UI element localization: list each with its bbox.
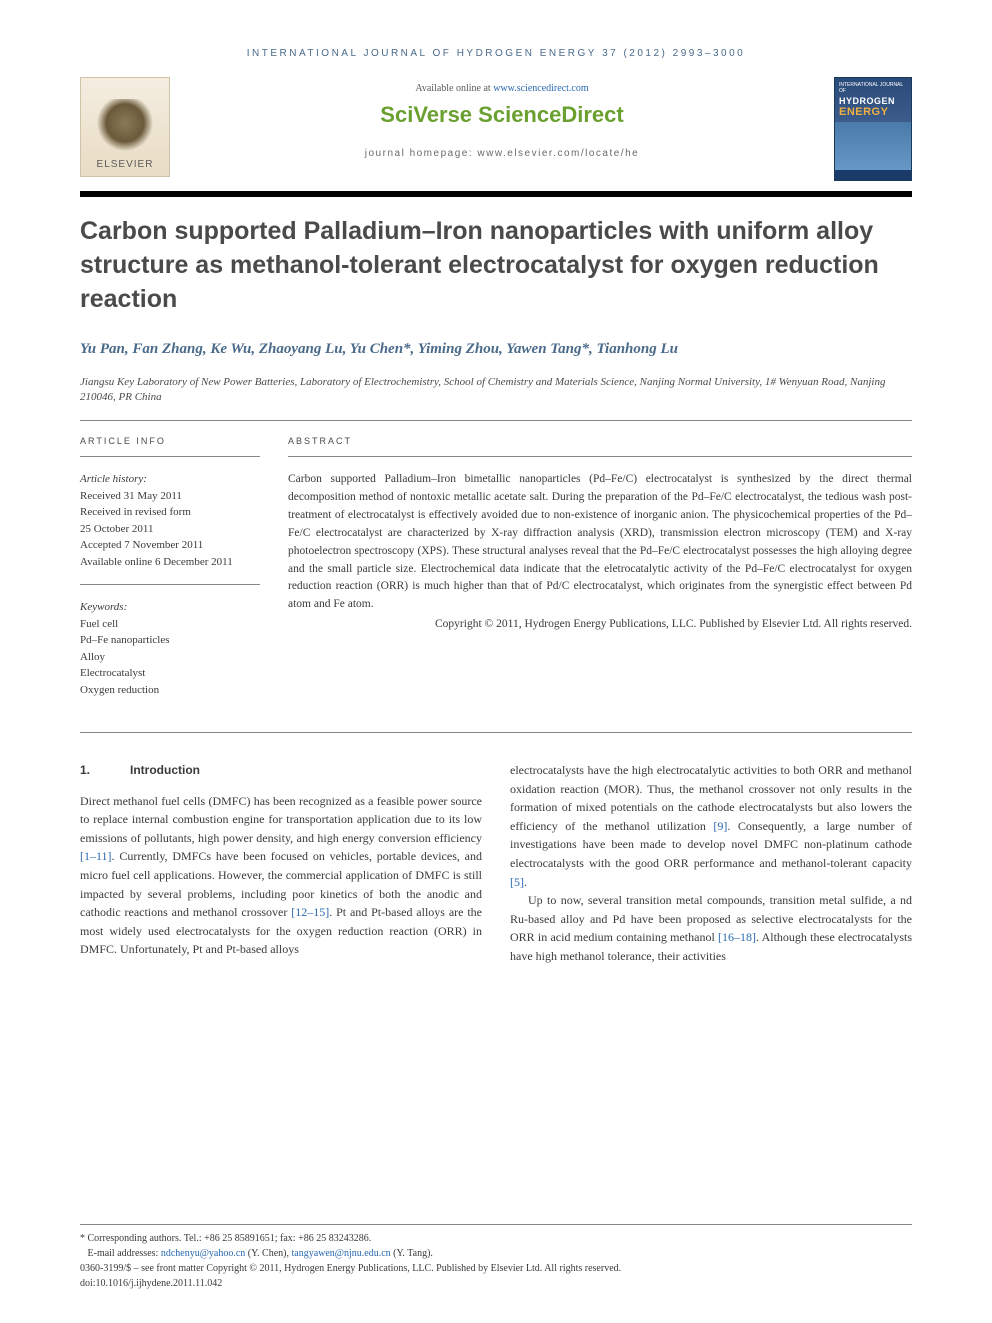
masthead-center: Available online at www.sciencedirect.co…	[186, 77, 818, 159]
keyword-item: Alloy	[80, 649, 260, 666]
history-received: Received 31 May 2011	[80, 488, 260, 505]
history-label: Article history:	[80, 471, 260, 488]
history-revised-1: Received in revised form	[80, 504, 260, 521]
available-prefix: Available online at	[415, 83, 493, 94]
citation-link[interactable]: [1–11]	[80, 849, 112, 863]
sciverse-word: SciVerse	[380, 102, 478, 127]
email-line: E-mail addresses: ndchenyu@yahoo.cn (Y. …	[80, 1246, 912, 1261]
section-title: Introduction	[130, 763, 200, 777]
article-info-head: ARTICLE INFO	[80, 435, 260, 449]
history-revised-2: 25 October 2011	[80, 521, 260, 538]
body-text: Direct methanol fuel cells (DMFC) has be…	[80, 794, 482, 845]
sciverse-logo: SciVerse ScienceDirect	[186, 102, 818, 128]
citation-link[interactable]: [12–15]	[291, 905, 329, 919]
email-name: (Y. Tang).	[391, 1248, 433, 1259]
keyword-item: Fuel cell	[80, 616, 260, 633]
email-link[interactable]: ndchenyu@yahoo.cn	[161, 1248, 245, 1259]
elsevier-logo: ELSEVIER	[80, 77, 170, 177]
email-link[interactable]: tangyawen@njnu.edu.cn	[291, 1248, 390, 1259]
body-rule	[80, 732, 912, 733]
citation-link[interactable]: [9]	[713, 819, 727, 833]
article-info-column: ARTICLE INFO Article history: Received 3…	[80, 435, 260, 713]
body-paragraph: Direct methanol fuel cells (DMFC) has be…	[80, 792, 482, 959]
masthead: ELSEVIER Available online at www.science…	[80, 77, 912, 181]
abstract-head: ABSTRACT	[288, 435, 912, 449]
info-inner-rule-1	[80, 456, 260, 457]
keyword-item: Electrocatalyst	[80, 665, 260, 682]
elsevier-tree-icon	[95, 99, 155, 159]
journal-cover-thumbnail: INTERNATIONAL JOURNAL OF HYDROGEN ENERGY	[834, 77, 912, 181]
body-text: .	[524, 875, 527, 889]
keywords-block: Keywords: Fuel cell Pd–Fe nanoparticles …	[80, 599, 260, 698]
body-column-left: 1.Introduction Direct methanol fuel cell…	[80, 761, 482, 966]
abstract-text: Carbon supported Palladium–Iron bimetall…	[288, 471, 912, 614]
cover-small-text: INTERNATIONAL JOURNAL OF	[839, 82, 907, 94]
article-title: Carbon supported Palladium–Iron nanopart…	[80, 215, 912, 316]
footer-copyright: 0360-3199/$ – see front matter Copyright…	[80, 1261, 912, 1276]
info-abstract-row: ARTICLE INFO Article history: Received 3…	[80, 435, 912, 713]
history-online: Available online 6 December 2011	[80, 554, 260, 571]
article-history: Article history: Received 31 May 2011 Re…	[80, 471, 260, 570]
citation-link[interactable]: [5]	[510, 875, 524, 889]
section-number: 1.	[80, 761, 130, 780]
keywords-label: Keywords:	[80, 599, 260, 616]
cover-title-1: HYDROGEN	[839, 96, 907, 106]
body-column-right: electrocatalysts have the high electroca…	[510, 761, 912, 966]
section-heading: 1.Introduction	[80, 761, 482, 780]
corresponding-author-note: * Corresponding authors. Tel.: +86 25 85…	[80, 1231, 912, 1246]
footnotes: * Corresponding authors. Tel.: +86 25 85…	[80, 1224, 912, 1291]
keyword-item: Pd–Fe nanoparticles	[80, 632, 260, 649]
info-inner-rule-2	[80, 584, 260, 585]
body-paragraph: Up to now, several transition metal comp…	[510, 891, 912, 965]
author-list: Yu Pan, Fan Zhang, Ke Wu, Zhaoyang Lu, Y…	[80, 338, 912, 361]
history-accepted: Accepted 7 November 2011	[80, 537, 260, 554]
body-columns: 1.Introduction Direct methanol fuel cell…	[80, 761, 912, 966]
affiliation: Jiangsu Key Laboratory of New Power Batt…	[80, 375, 912, 406]
sciencedirect-url-link[interactable]: www.sciencedirect.com	[493, 83, 588, 94]
info-rule-top	[80, 420, 912, 421]
abstract-column: ABSTRACT Carbon supported Palladium–Iron…	[288, 435, 912, 713]
cover-title-2: ENERGY	[839, 106, 907, 118]
email-label: E-mail addresses:	[88, 1248, 161, 1259]
cover-image-area	[835, 122, 911, 174]
elsevier-label: ELSEVIER	[97, 159, 154, 170]
abstract-rule	[288, 456, 912, 457]
available-online-line: Available online at www.sciencedirect.co…	[186, 83, 818, 94]
citation-link[interactable]: [16–18]	[718, 930, 756, 944]
email-name: (Y. Chen),	[245, 1248, 291, 1259]
keyword-item: Oxygen reduction	[80, 682, 260, 699]
sciencedirect-word: ScienceDirect	[478, 102, 624, 127]
title-rule	[80, 191, 912, 197]
cover-footer	[835, 170, 911, 180]
body-paragraph: electrocatalysts have the high electroca…	[510, 761, 912, 891]
journal-homepage: journal homepage: www.elsevier.com/locat…	[186, 148, 818, 159]
doi: doi:10.1016/j.ijhydene.2011.11.042	[80, 1276, 912, 1291]
abstract-copyright: Copyright © 2011, Hydrogen Energy Public…	[288, 616, 912, 633]
running-head: INTERNATIONAL JOURNAL OF HYDROGEN ENERGY…	[80, 48, 912, 59]
